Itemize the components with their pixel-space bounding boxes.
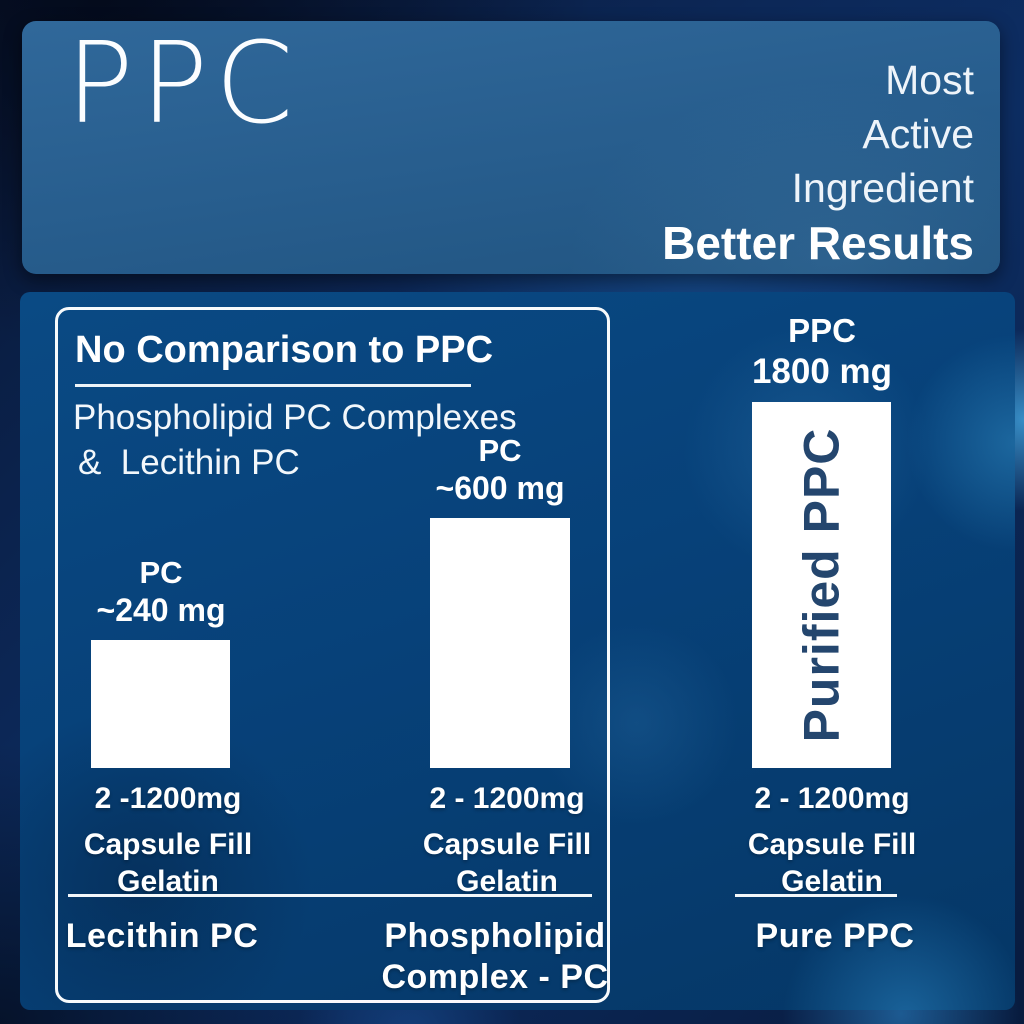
capsule-fill-line: Capsule Fill bbox=[83, 828, 253, 861]
product-name-line: Phospholipid bbox=[384, 917, 606, 955]
purified-ppc-vertical-label: Purified PPC bbox=[793, 427, 850, 743]
column-info-lecithin: 2 -1200mg Capsule Fill Gelatin bbox=[28, 780, 308, 900]
brand-title: PPC bbox=[66, 19, 301, 149]
title-underline bbox=[75, 384, 471, 387]
capsule-fill-line: Capsule Fill bbox=[422, 828, 592, 861]
dose-range: 2 -1200mg bbox=[94, 782, 242, 815]
tagline-line-3: Ingredient bbox=[791, 165, 974, 211]
product-name-line: Pure PPC bbox=[755, 917, 915, 955]
comparison-box: No Comparison to PPC Phospholipid PC Com… bbox=[55, 307, 610, 1003]
bar-value-label-ppc: PPC 1800 mg bbox=[702, 310, 942, 393]
capsule-gelatin-line: Gelatin bbox=[781, 865, 883, 898]
product-name-lecithin: Lecithin PC bbox=[2, 916, 322, 957]
comparison-chart-panel: No Comparison to PPC Phospholipid PC Com… bbox=[20, 292, 1015, 1010]
product-name-pure-ppc: Pure PPC bbox=[675, 916, 995, 957]
bar-value-label-phospholipid-name: PC bbox=[478, 433, 522, 468]
bar-value-label-lecithin: PC ~240 mg bbox=[41, 554, 281, 629]
bar-value-label-ppc-name: PPC bbox=[788, 312, 856, 349]
product-name-phospholipid: Phospholipid Complex - PC bbox=[335, 916, 655, 998]
capsule-gelatin-line: Gelatin bbox=[117, 865, 219, 898]
tagline-emphasis: Better Results bbox=[662, 217, 974, 269]
comparison-box-title: No Comparison to PPC bbox=[75, 329, 494, 371]
capsule-fill-line: Capsule Fill bbox=[747, 828, 917, 861]
bar-lecithin-pc bbox=[91, 640, 230, 768]
bar-value-label-lecithin-name: PC bbox=[139, 555, 183, 590]
column-info-phospholipid: 2 - 1200mg Capsule Fill Gelatin bbox=[367, 780, 647, 900]
tagline-line-2: Active bbox=[862, 111, 974, 157]
dose-range: 2 - 1200mg bbox=[429, 782, 585, 815]
capsule-gelatin-line: Gelatin bbox=[456, 865, 558, 898]
tagline-line-1: Most bbox=[885, 57, 974, 103]
tagline: Most Active Ingredient Better Results bbox=[662, 53, 974, 272]
bar-value-label-phospholipid: PC ~600 mg bbox=[380, 432, 620, 507]
bar-value-label-phospholipid-amount: ~600 mg bbox=[435, 470, 565, 506]
bar-pure-ppc: Purified PPC bbox=[752, 402, 891, 768]
comparison-box-subtitle-1: Phospholipid PC Complexes bbox=[73, 398, 517, 437]
dose-range: 2 - 1200mg bbox=[754, 782, 910, 815]
product-name-line: Lecithin PC bbox=[65, 917, 259, 955]
separator-left-box bbox=[68, 894, 592, 897]
column-info-ppc: 2 - 1200mg Capsule Fill Gelatin bbox=[692, 780, 972, 900]
header-banner: PPC Most Active Ingredient Better Result… bbox=[22, 19, 1000, 274]
separator-right-column bbox=[735, 894, 897, 897]
bar-value-label-ppc-amount: 1800 mg bbox=[751, 352, 893, 391]
comparison-box-subtitle-2: & Lecithin PC bbox=[78, 443, 300, 482]
bar-value-label-lecithin-amount: ~240 mg bbox=[96, 592, 226, 628]
product-name-line: Complex - PC bbox=[381, 958, 609, 996]
bar-phospholipid-complex bbox=[430, 518, 570, 768]
